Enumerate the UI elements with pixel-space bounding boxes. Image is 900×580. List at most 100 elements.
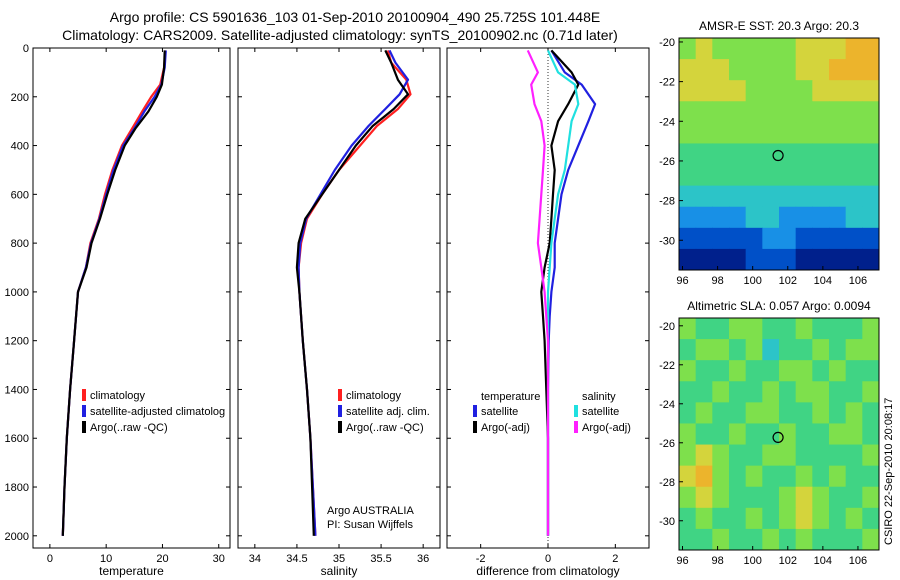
map-cell (812, 185, 830, 208)
map-cell (679, 444, 697, 467)
map-cell (862, 143, 879, 166)
map-cell (795, 423, 813, 446)
map-cell (795, 444, 813, 467)
map-cell (862, 59, 879, 81)
legend-swatch (338, 405, 342, 417)
map-cell (679, 507, 697, 530)
legend-swatch (82, 421, 86, 433)
legend-swatch (338, 389, 342, 401)
map-cell (795, 101, 813, 123)
x-tick-label: 34 (249, 553, 261, 565)
y-tick-label: -20 (659, 321, 675, 333)
map-cell (862, 444, 879, 467)
map-cell (762, 486, 780, 509)
map-cell (845, 80, 863, 102)
map-cell (812, 423, 830, 446)
map-cell (812, 143, 830, 166)
map-cell (812, 164, 830, 187)
map-cell (829, 528, 847, 550)
map-cell (712, 507, 730, 530)
map-cell (779, 507, 797, 530)
map-cell (729, 248, 747, 270)
x-tick-label: -2 (476, 553, 486, 565)
map-cell (862, 507, 879, 530)
map-cell (745, 80, 763, 102)
map-cell (679, 528, 697, 550)
map-cell (845, 164, 863, 187)
map-cell (762, 206, 780, 229)
map-cell (829, 444, 847, 467)
map-cell (712, 318, 730, 340)
map-cell (795, 381, 813, 403)
map-cell (862, 465, 879, 488)
map-cell (729, 185, 747, 208)
map-cell (679, 164, 697, 187)
legend-swatch (574, 405, 578, 417)
series-line-argo-raw-qc- (61, 50, 166, 536)
map-cell (812, 402, 830, 425)
map-cell (695, 185, 713, 208)
map-cell (695, 381, 713, 403)
y-tick-label: -28 (659, 196, 675, 208)
map-cell (712, 339, 730, 361)
map-cell (845, 185, 863, 208)
map-cell (712, 185, 730, 208)
map-cell (845, 59, 863, 81)
map-cell (695, 423, 713, 446)
map-cell (712, 206, 730, 229)
map-cell (712, 528, 730, 550)
map-cell (762, 444, 780, 467)
map-cell (712, 101, 730, 123)
legend-swatch (473, 421, 477, 433)
legend-heading: salinity (582, 391, 616, 403)
map-cell (695, 402, 713, 425)
legend-swatch (473, 405, 477, 417)
map-cell (679, 122, 697, 145)
map-cell (695, 360, 713, 382)
map-cell (745, 339, 763, 361)
map-cell (679, 465, 697, 488)
map-cell (829, 507, 847, 530)
x-tick-label: 20 (156, 553, 168, 565)
map-cell (845, 444, 863, 467)
map-cell (745, 318, 763, 340)
map-cell (829, 122, 847, 145)
map-cell (695, 80, 713, 102)
legend-label: Argo(..raw -QC) (346, 422, 424, 434)
x-tick-label: 0 (545, 553, 551, 565)
map-cell (745, 507, 763, 530)
x-axis-label: temperature (99, 564, 164, 578)
map-cell (812, 318, 830, 340)
x-tick-label: 102 (779, 555, 797, 567)
map-cell (779, 164, 797, 187)
map-cell (845, 423, 863, 446)
legend-label: Argo(..raw -QC) (90, 422, 168, 434)
map-cell (845, 360, 863, 382)
map-cell (862, 486, 879, 509)
map-cell (695, 444, 713, 467)
map-cell (762, 122, 780, 145)
map-cell (779, 227, 797, 250)
y-tick-label: -24 (659, 399, 675, 411)
y-tick-label: 400 (11, 141, 29, 153)
y-tick-label: 1600 (5, 433, 29, 445)
map-cell (762, 465, 780, 488)
map-cell (862, 318, 879, 340)
map-cell (712, 402, 730, 425)
map-cell (795, 206, 813, 229)
map-cell (729, 423, 747, 446)
map-cell (712, 444, 730, 467)
map-cell (745, 122, 763, 145)
map-cell (762, 164, 780, 187)
map-cell (779, 339, 797, 361)
series-line-salinity-argo-adj- (526, 49, 550, 536)
map-cell (795, 360, 813, 382)
map-cell (795, 143, 813, 166)
map-cell (829, 164, 847, 187)
map-cell (679, 143, 697, 166)
map-cell (779, 381, 797, 403)
map-cell (862, 185, 879, 208)
title-line2: Climatology: CARS2009. Satellite-adjuste… (62, 27, 618, 43)
map-cell (679, 360, 697, 382)
y-tick-label: -22 (659, 360, 675, 372)
